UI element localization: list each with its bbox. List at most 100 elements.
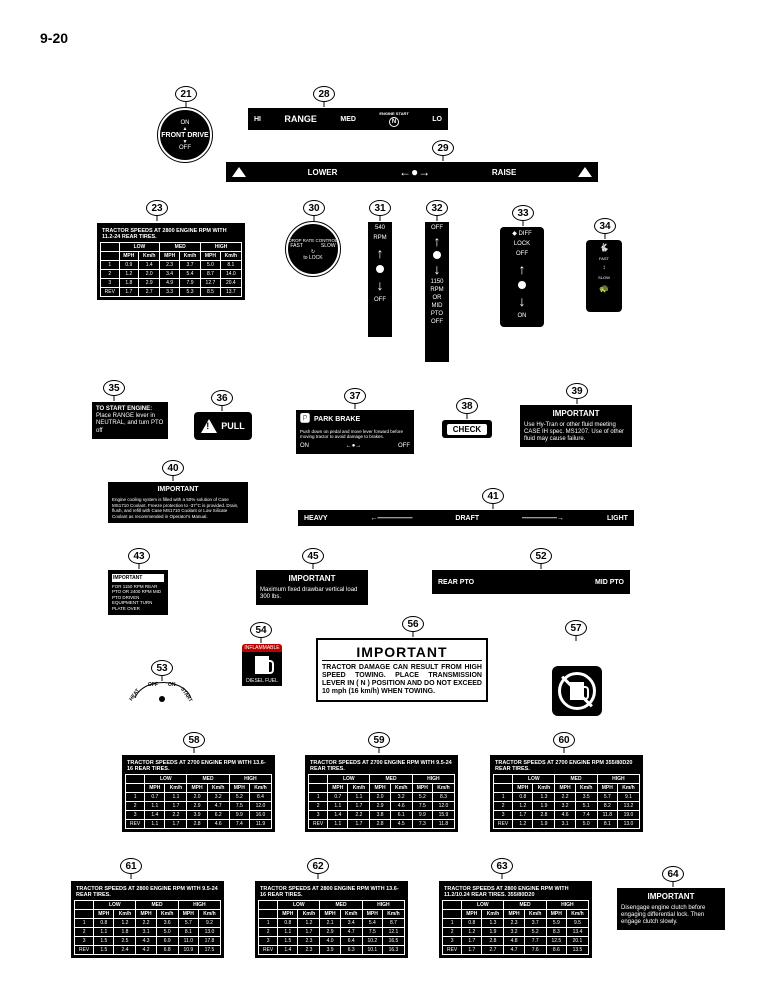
decal-speed-59: TRACTOR SPEEDS AT 2700 ENGINE RPM WITH 9…	[304, 754, 459, 833]
dot-icon	[376, 265, 384, 273]
decal-diff-clutch: IMPORTANT Disengage engine clutch before…	[617, 888, 725, 930]
d54-top: INFLAMMABLE	[242, 644, 282, 652]
callout-34: 34	[594, 218, 616, 234]
dot-icon	[433, 251, 441, 259]
check-label: CHECK	[447, 424, 487, 435]
d37-off: OFF	[398, 443, 410, 450]
d37-body: Push down on pedal and move lever forwar…	[300, 429, 410, 440]
decal-pto: REAR PTO MID PTO	[432, 570, 630, 594]
d64-body: Disengage engine clutch before engaging …	[621, 905, 721, 927]
dot-icon	[518, 281, 526, 289]
arrow-down-icon	[434, 261, 441, 277]
page-number: 9-20	[40, 30, 68, 46]
d61-title: TRACTOR SPEEDS AT 2800 ENGINE RPM WITH 9…	[74, 884, 221, 900]
d31-off: OFF	[374, 297, 386, 303]
callout-36: 36	[211, 390, 233, 406]
d37-title: PARK BRAKE	[314, 416, 360, 424]
d54-bot: DIESEL FUEL	[242, 678, 282, 684]
fd-off: OFF	[179, 145, 191, 151]
decal-speed-62: TRACTOR SPEEDS AT 2800 ENGINE RPM WITH 1…	[254, 880, 409, 959]
callout-37: 37	[344, 388, 366, 404]
callout-38: 38	[456, 398, 478, 414]
decal-hytran: IMPORTANT Use Hy-Tran or other fluid mee…	[520, 405, 632, 447]
hill-icon	[232, 167, 246, 177]
decal-ignition: HEAT OFF ON START	[134, 682, 192, 706]
decal-front-drive: ON ▲ FRONT DRIVE ▼ OFF	[158, 108, 212, 162]
decal-draft: HEAVY ←————— DRAFT —————→ LIGHT	[298, 510, 634, 526]
d64-title: IMPORTANT	[621, 892, 721, 902]
callout-58: 58	[183, 732, 205, 748]
d32-off2: OFF	[431, 319, 443, 325]
range-med: MED	[340, 116, 356, 123]
d32-or: OR	[433, 295, 442, 301]
d37-on: ON	[300, 443, 309, 450]
warning-triangle-icon	[201, 419, 217, 433]
d41-draft: DRAFT	[455, 515, 479, 522]
callout-53: 53	[151, 660, 173, 676]
d35-body: Place RANGE lever in NEUTRAL, and turn P…	[96, 413, 164, 435]
callout-31: 31	[369, 200, 391, 216]
pull-label: PULL	[221, 421, 245, 431]
decal-43: IMPORTANT FOR 1150 RPM REAR PTO OR 2400 …	[108, 570, 168, 615]
hill-icon-2	[578, 167, 592, 177]
callout-62: 62	[307, 858, 329, 874]
d52-mid: MID PTO	[595, 579, 624, 586]
callout-57: 57	[565, 620, 587, 636]
callout-54: 54	[250, 622, 272, 638]
callout-63: 63	[491, 858, 513, 874]
range-n: N	[389, 117, 399, 127]
callout-56: 56	[402, 616, 424, 632]
decal-diff-lock: ◆ DIFF LOCK OFF ON	[500, 227, 544, 327]
arrow-down-icon	[519, 293, 526, 309]
d58-title: TRACTOR SPEEDS AT 2700 ENGINE RPM WITH 1…	[125, 758, 272, 774]
decal-speed-58: TRACTOR SPEEDS AT 2700 ENGINE RPM WITH 1…	[121, 754, 276, 833]
range-hi: HI	[254, 116, 261, 123]
d52-rear: REAR PTO	[438, 579, 474, 586]
d39-title: IMPORTANT	[524, 409, 628, 419]
d56-title: IMPORTANT	[322, 644, 482, 661]
d23-table: LOWMEDHIGH MPHKm/hMPHKm/hMPHKm/h 10.91.4…	[100, 242, 242, 297]
decal-speed-60: TRACTOR SPEEDS AT 2700 ENGINE RPM 355/80…	[489, 754, 644, 833]
callout-60: 60	[553, 732, 575, 748]
decal-drawbar: IMPORTANT Maximum fixed drawbar vertical…	[256, 570, 368, 605]
callout-23: 23	[146, 200, 168, 216]
arrow-up-icon	[377, 245, 384, 261]
callout-64: 64	[662, 866, 684, 882]
decal-coolant: IMPORTANT Engine cooling system is fille…	[108, 482, 248, 523]
arrow-up-icon	[434, 233, 441, 249]
d39-body: Use Hy-Tran or other fluid meeting CASE …	[524, 422, 628, 444]
decal-pull: PULL	[194, 412, 252, 440]
arrow-down-icon	[377, 277, 384, 293]
decal-fast-slow: 🐇 FAST ↕ SLOW 🐢	[586, 240, 622, 312]
d32-off1: OFF	[431, 225, 443, 231]
d30-slow: SLOW	[321, 243, 336, 249]
d56-body: TRACTOR DAMAGE CAN RESULT FROM HIGH SPEE…	[322, 664, 482, 696]
callout-43: 43	[128, 548, 150, 564]
fd-mid: FRONT DRIVE	[161, 132, 208, 139]
fuel-pump-icon	[255, 656, 269, 674]
d41-light: LIGHT	[607, 515, 628, 522]
callout-61: 61	[120, 858, 142, 874]
d40-body: Engine cooling system is filled with a 5…	[112, 497, 244, 519]
d23-title: TRACTOR SPEEDS AT 2800 ENGINE RPM WITH 1…	[100, 226, 242, 242]
decal-check: CHECK	[442, 420, 492, 438]
d34-fast: FAST	[599, 256, 609, 261]
range-lo: LO	[432, 116, 442, 123]
d53-off: OFF	[148, 682, 158, 688]
d32-rpm: RPM	[430, 287, 443, 293]
d62-title: TRACTOR SPEEDS AT 2800 ENGINE RPM WITH 1…	[258, 884, 405, 900]
d45-body: Maximum fixed drawbar vertical load 300 …	[260, 587, 364, 601]
arrow-up-icon	[519, 261, 526, 277]
range-start: ENGINE START	[379, 111, 408, 116]
callout-30: 30	[303, 200, 325, 216]
decal-540rpm: 540 RPM OFF	[368, 222, 392, 337]
decal-no-fuel	[552, 666, 602, 716]
callout-28: 28	[313, 86, 335, 102]
callout-21: 21	[175, 86, 197, 102]
decal-range: HI RANGE MED ENGINE START N LO	[248, 108, 448, 130]
fuel-pump-icon	[570, 682, 584, 700]
callout-45: 45	[302, 548, 324, 564]
d34-slow: SLOW	[598, 275, 610, 280]
d40-title: IMPORTANT	[112, 486, 244, 494]
callout-40: 40	[162, 460, 184, 476]
